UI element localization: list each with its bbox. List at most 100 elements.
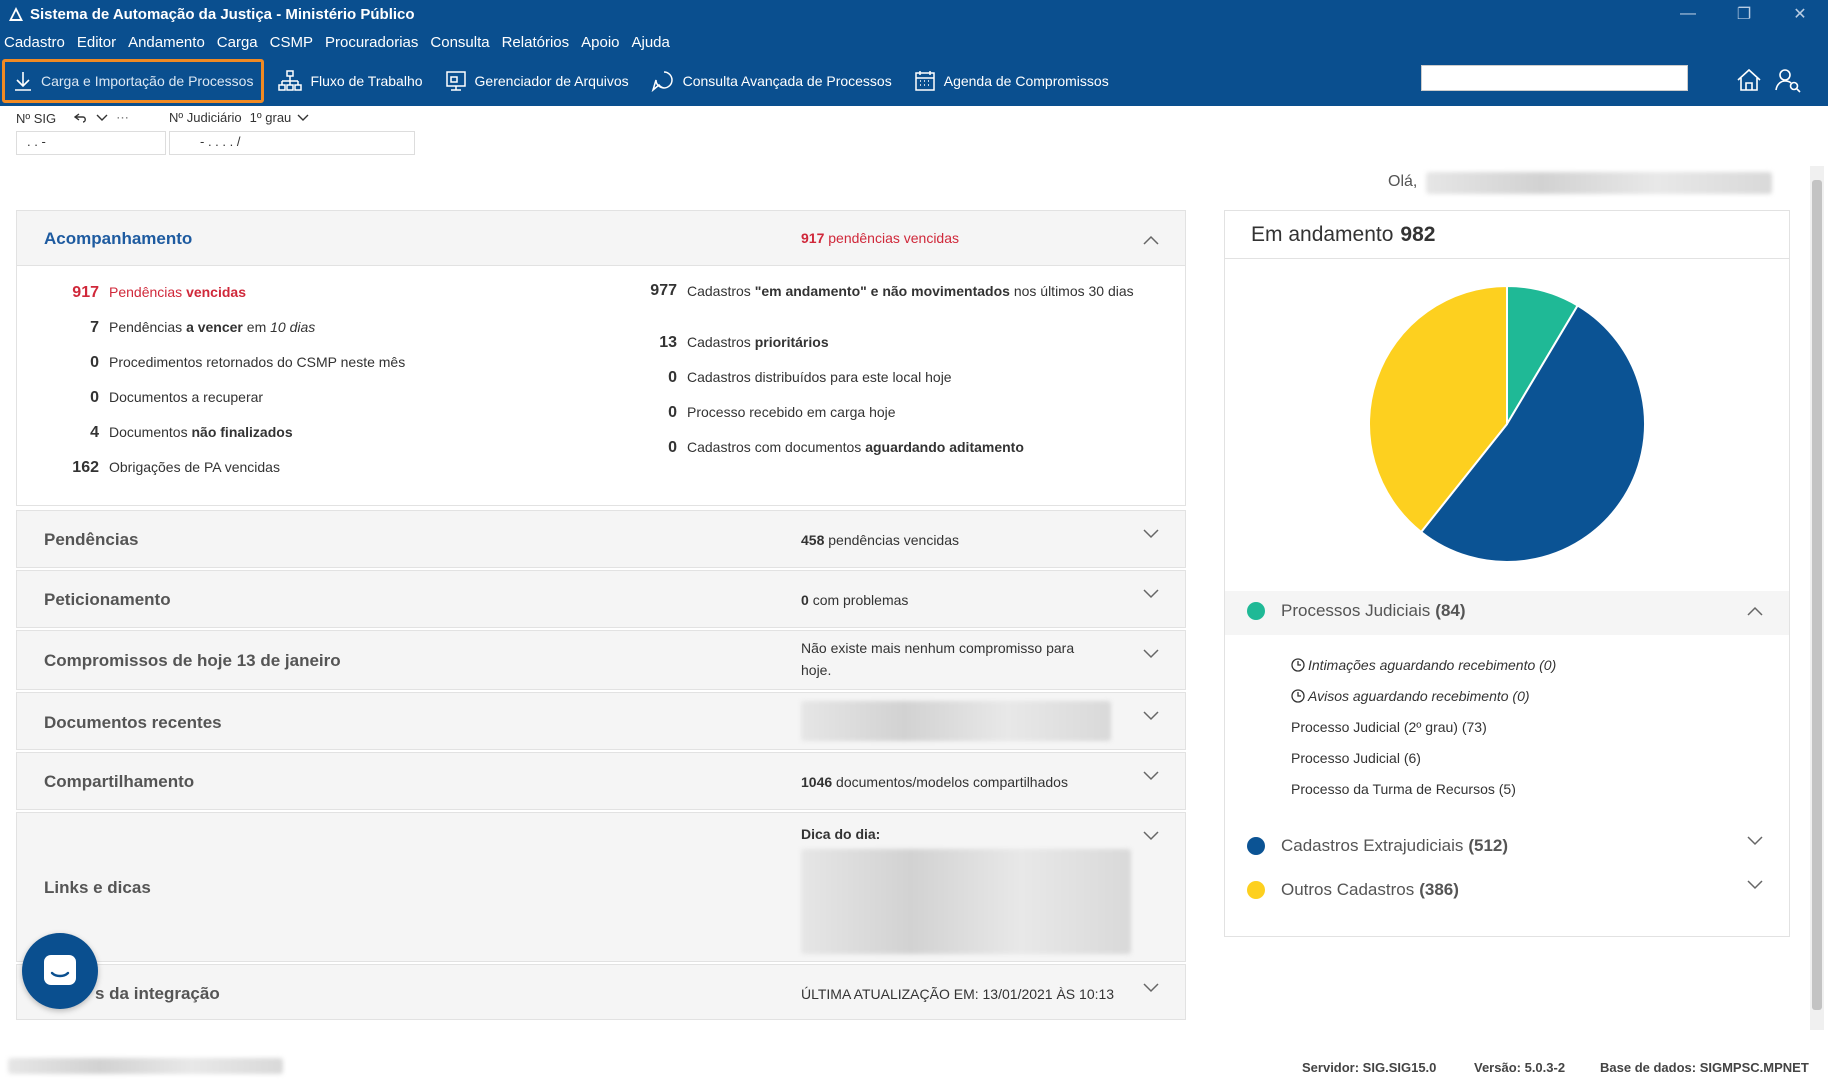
- chevron-up-icon[interactable]: [1747, 606, 1763, 616]
- menu-consulta[interactable]: Consulta: [430, 33, 490, 51]
- panel-pendencias[interactable]: Pendências 458 pendências vencidas: [16, 510, 1186, 568]
- menu-editor[interactable]: Editor: [76, 33, 117, 51]
- sub-item-label: Intimações aguardando recebimento (0): [1308, 657, 1557, 673]
- panel-compartilhamento[interactable]: Compartilhamento 1046 documentos/modelos…: [16, 752, 1186, 810]
- stat-cadastros-distribuidos[interactable]: 0 Cadastros distribuídos para este local…: [617, 369, 952, 387]
- download-icon: [15, 72, 31, 91]
- stat-cadastros-nao-movimentados[interactable]: 977 Cadastros "em andamento" e não movim…: [617, 282, 1137, 301]
- legend-count: (84): [1435, 601, 1466, 620]
- stat-aguardando-aditamento[interactable]: 0 Cadastros com documentos aguardando ad…: [617, 439, 1024, 457]
- judicial-input[interactable]: - . . . . /: [169, 131, 415, 155]
- calendar-icon: [914, 71, 935, 91]
- menu-ajuda[interactable]: Ajuda: [631, 33, 670, 51]
- menu-csmp[interactable]: CSMP: [269, 33, 313, 51]
- greeting-label: Olá,: [1388, 173, 1418, 190]
- user-search-icon[interactable]: [1774, 66, 1802, 94]
- stat-documentos-recuperar[interactable]: 0 Documentos a recuperar: [17, 389, 263, 407]
- panel-text: documentos/modelos compartilhados: [836, 774, 1068, 790]
- acompanhamento-summary: 917 pendências vencidas: [801, 230, 959, 246]
- sub-item-label: Processo Judicial (2º grau) (73): [1291, 719, 1487, 735]
- legend-cadastros-extrajudiciais[interactable]: Cadastros Extrajudiciais (512): [1225, 836, 1789, 856]
- stat-obrigacoes-pa[interactable]: 162 Obrigações de PA vencidas: [17, 459, 280, 477]
- pie-slice-outros-cadastros[interactable]: [1368, 284, 1508, 534]
- home-icon[interactable]: [1735, 66, 1763, 94]
- panel-compromissos[interactable]: Compromissos de hoje 13 de janeiro Não e…: [16, 630, 1186, 690]
- restore-button[interactable]: ❐: [1736, 6, 1752, 23]
- chat-icon: [44, 955, 76, 985]
- clock-icon: [1291, 658, 1305, 672]
- panel-integracao[interactable]: s da integração ÚLTIMA ATUALIZAÇÃO EM: 1…: [16, 964, 1186, 1020]
- em-andamento-header: Em andamento 982: [1225, 211, 1789, 259]
- chevron-down-icon[interactable]: [1143, 649, 1159, 659]
- sig-label: Nº SIG: [16, 110, 57, 126]
- legend-processos-judiciais[interactable]: Processos Judiciais (84): [1225, 601, 1789, 621]
- acompanhamento-header[interactable]: Acompanhamento 917 pendências vencidas: [16, 210, 1186, 266]
- undo-icon[interactable]: [74, 112, 88, 124]
- close-button[interactable]: ✕: [1793, 6, 1807, 23]
- legend-outros-cadastros[interactable]: Outros Cadastros (386): [1225, 880, 1789, 900]
- menu-procuradorias[interactable]: Procuradorias: [325, 33, 419, 51]
- menu-cadastro[interactable]: Cadastro: [4, 33, 65, 51]
- minimize-button[interactable]: —: [1680, 5, 1696, 22]
- stat-pendencias-a-vencer[interactable]: 7 Pendências a vencer em 10 dias: [17, 319, 315, 337]
- title-bar: Sistema de Automação da Justiça - Minist…: [0, 0, 1828, 28]
- stat-text: em: [242, 319, 271, 335]
- chevron-down-icon[interactable]: [1143, 589, 1159, 599]
- stat-text: nos últimos 30 dias: [1009, 283, 1134, 299]
- toolbar-search-input[interactable]: [1421, 65, 1688, 91]
- stat-processo-recebido[interactable]: 0 Processo recebido em carga hoje: [617, 404, 895, 422]
- chevron-down-icon[interactable]: [1143, 831, 1159, 841]
- more-options-icon[interactable]: ⋯: [116, 110, 130, 125]
- chevron-down-icon[interactable]: [1143, 771, 1159, 781]
- chevron-down-icon[interactable]: [96, 114, 108, 122]
- stat-documentos-nao-finalizados[interactable]: 4 Documentos não finalizados: [17, 424, 293, 442]
- chevron-down-icon[interactable]: [1143, 529, 1159, 539]
- chevron-up-icon[interactable]: [1143, 235, 1159, 245]
- stat-bold: prioritários: [754, 334, 829, 350]
- stat-pendencias-vencidas[interactable]: 917 Pendências vencidas: [17, 284, 246, 302]
- sub-item-intimacoes[interactable]: Intimações aguardando recebimento (0): [1291, 657, 1556, 673]
- gerenciador-arquivos-button[interactable]: Gerenciador de Arquivos: [437, 59, 637, 103]
- grau-select[interactable]: 1º grau: [249, 110, 292, 125]
- panel-links-dicas[interactable]: Links e dicas Dica do dia:: [16, 812, 1186, 962]
- menu-andamento[interactable]: Andamento: [128, 33, 205, 51]
- panel-title: Peticionamento: [44, 590, 171, 609]
- panel-text: Não existe mais nenhum compromisso para …: [801, 640, 1075, 678]
- chevron-down-icon[interactable]: [1143, 711, 1159, 721]
- carga-importacao-button[interactable]: Carga e Importação de Processos: [2, 59, 265, 103]
- stat-procedimentos-csmp[interactable]: 0 Procedimentos retornados do CSMP neste…: [17, 354, 405, 372]
- sub-item-processo-judicial[interactable]: Processo Judicial (6): [1291, 750, 1421, 766]
- workflow-icon: [278, 70, 303, 91]
- chevron-down-icon[interactable]: [297, 114, 309, 122]
- em-andamento-total: 982: [1400, 222, 1436, 246]
- stat-label: Procedimentos retornados do CSMP neste m…: [109, 354, 406, 370]
- stat-label: Cadastros prioritários: [687, 334, 829, 352]
- sig-input[interactable]: . . -: [16, 131, 166, 155]
- chevron-down-icon[interactable]: [1143, 983, 1159, 993]
- chevron-down-icon[interactable]: [1747, 880, 1763, 890]
- sub-item-avisos[interactable]: Avisos aguardando recebimento (0): [1291, 688, 1530, 704]
- menu-carga[interactable]: Carga: [216, 33, 258, 51]
- chat-button[interactable]: [22, 933, 98, 1009]
- stat-text: Cadastros com documentos: [687, 439, 866, 455]
- sub-item-processo-2grau[interactable]: Processo Judicial (2º grau) (73): [1291, 719, 1487, 735]
- chevron-down-icon[interactable]: [1747, 836, 1763, 846]
- sub-item-turma-recursos[interactable]: Processo da Turma de Recursos (5): [1291, 781, 1516, 797]
- panel-info: 0 com problemas: [801, 589, 908, 611]
- agenda-compromissos-button[interactable]: Agenda de Compromissos: [906, 59, 1117, 103]
- stat-label: Cadastros "em andamento" e não movimenta…: [687, 282, 1137, 301]
- stat-label: Pendências vencidas: [109, 284, 246, 302]
- consulta-avancada-button[interactable]: Consulta Avançada de Processos: [643, 59, 900, 103]
- menu-apoio[interactable]: Apoio: [581, 33, 620, 51]
- judicial-label: Nº Judiciário: [169, 110, 242, 125]
- menu-relatorios[interactable]: Relatórios: [501, 33, 570, 51]
- stat-cadastros-prioritarios[interactable]: 13 Cadastros prioritários: [617, 334, 829, 352]
- fluxo-trabalho-button[interactable]: Fluxo de Trabalho: [270, 59, 430, 103]
- panel-text: ÚLTIMA ATUALIZAÇÃO EM: 13/01/2021 ÀS 10:…: [801, 986, 1115, 1002]
- tip-label: Dica do dia:: [801, 826, 881, 842]
- pie-slice-cadastros-extrajudiciais[interactable]: [1419, 304, 1646, 563]
- panel-documentos-recentes[interactable]: Documentos recentes: [16, 692, 1186, 750]
- sig-field-header: Nº SIG ⋯: [16, 110, 129, 126]
- scrollbar-thumb[interactable]: [1812, 180, 1822, 1010]
- panel-peticionamento[interactable]: Peticionamento 0 com problemas: [16, 570, 1186, 628]
